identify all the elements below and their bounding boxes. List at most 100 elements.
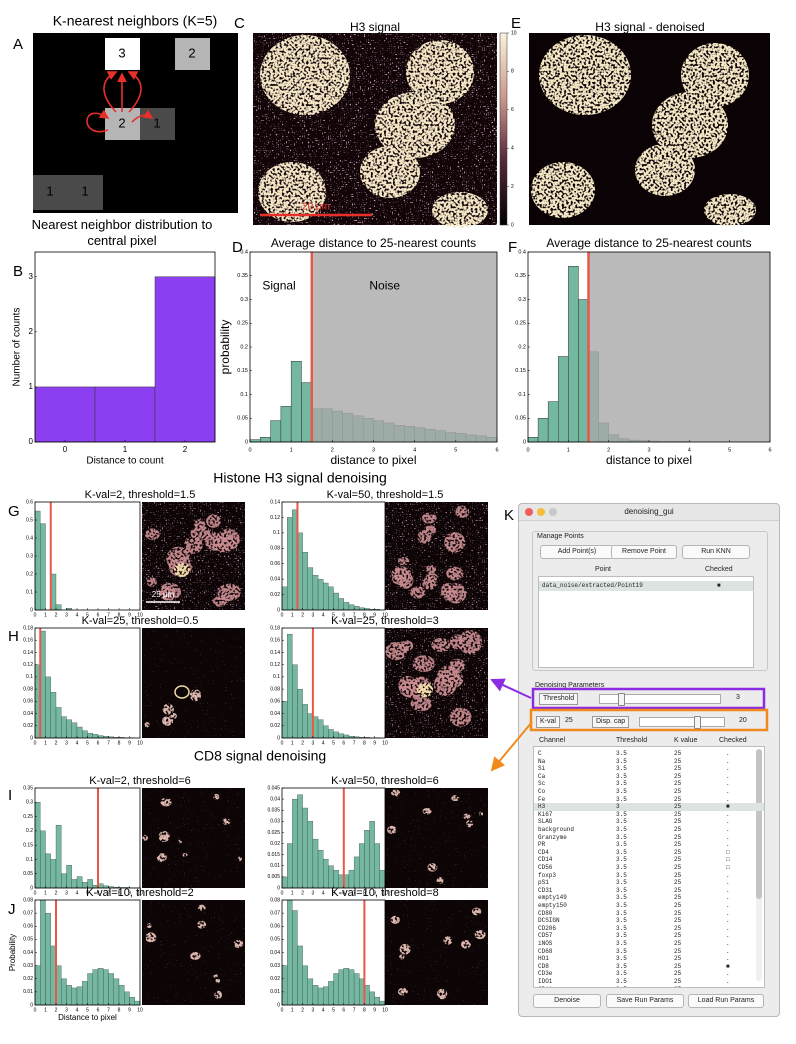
- x-tick-label: 5: [86, 890, 89, 896]
- y-tick-label: 0.08: [270, 686, 280, 692]
- scrollbar[interactable]: [756, 749, 762, 981]
- channel-row[interactable]: CD31 3.5 25.: [534, 887, 764, 895]
- channel-row[interactable]: DCSIGN 3.5 25.: [534, 917, 764, 925]
- zoom-button[interactable]: [549, 508, 557, 516]
- cell-blob: [410, 696, 432, 712]
- bar: [103, 969, 109, 1006]
- cell-label: 1: [153, 115, 160, 130]
- channel-row[interactable]: PR 3.5 25.: [534, 841, 764, 849]
- channel-row[interactable]: CD11c 3.5 25.: [534, 986, 764, 987]
- channel-row[interactable]: background 3.5 25.: [534, 826, 764, 834]
- channel-row[interactable]: CD8 3.5 25 ■: [534, 963, 764, 971]
- button[interactable]: Remove Point: [611, 545, 677, 559]
- slider-thumb[interactable]: [618, 693, 625, 706]
- kval-value[interactable]: 25: [565, 717, 573, 724]
- scroll-thumb[interactable]: [756, 749, 762, 899]
- channel-row[interactable]: H3 3 25 ■: [534, 803, 764, 812]
- point-row[interactable]: data_noise/extracted/Point19 ■: [539, 581, 753, 591]
- channel-row[interactable]: Si 3.5 25.: [534, 765, 764, 773]
- button[interactable]: Add Point(s): [540, 545, 614, 559]
- chart-title: K-val=25, threshold=3: [331, 615, 439, 627]
- channel-row[interactable]: pS1 3.5 25.: [534, 879, 764, 887]
- channel-row[interactable]: CD80 3.5 25.: [534, 910, 764, 918]
- channel-row[interactable]: empty150 3.5 25.: [534, 902, 764, 910]
- slider-thumb[interactable]: [694, 716, 701, 729]
- noise-region: [311, 252, 497, 442]
- channel-row[interactable]: Granzyme 3.5 25.: [534, 834, 764, 842]
- y-tick-label: 0.12: [23, 662, 33, 668]
- cell-blob: [431, 637, 451, 652]
- channel-row[interactable]: SLAG 3.5 25.: [534, 818, 764, 826]
- x-tick-label: 9: [373, 740, 376, 746]
- x-tick-label: 10: [382, 740, 388, 746]
- channel-row[interactable]: Ki67 3.5 25.: [534, 811, 764, 819]
- cell-blob: [397, 987, 408, 996]
- channel-row[interactable]: Co 3.5 25.: [534, 788, 764, 796]
- x-tick-label: 0: [526, 447, 529, 453]
- button[interactable]: Save Run Params: [606, 994, 684, 1008]
- close-button[interactable]: [525, 508, 533, 516]
- channel-k-value: 25: [674, 909, 682, 917]
- y-tick-label: 0.1: [273, 530, 280, 536]
- channel-row[interactable]: Fe 3.5 25.: [534, 796, 764, 804]
- cell-blob: [160, 797, 172, 807]
- channel-checked: ■: [726, 962, 730, 970]
- channel-row[interactable]: CD57 3.5 25.: [534, 932, 764, 940]
- channel-row[interactable]: Na 3.5 25.: [534, 758, 764, 766]
- channel-row[interactable]: HO1 3.5 25.: [534, 955, 764, 963]
- dispcap-slider[interactable]: [639, 716, 725, 729]
- channel-row[interactable]: CD14 3.5 25 □: [534, 856, 764, 864]
- channel-row[interactable]: CD68 3.5 25.: [534, 948, 764, 956]
- channel-row[interactable]: Ca 3.5 25.: [534, 773, 764, 781]
- x-tick-label: 5: [332, 890, 335, 896]
- channel-checked: ■: [726, 803, 730, 811]
- channel-row[interactable]: iNOS 3.5 25.: [534, 940, 764, 948]
- x-tick-label: 2: [607, 447, 610, 453]
- cell-blob: [189, 951, 201, 960]
- channel-checked: □: [726, 864, 730, 871]
- y-tick-label: 0: [30, 885, 33, 891]
- channel-checked: .: [726, 886, 730, 894]
- channel-row[interactable]: CD4 3.5 25 □: [534, 849, 764, 857]
- micrograph: [142, 900, 245, 1005]
- channel-row[interactable]: CD3e 3.5 25.: [534, 970, 764, 978]
- button[interactable]: Run KNN: [682, 545, 750, 559]
- channel-row[interactable]: Sc 3.5 25.: [534, 780, 764, 788]
- channel-row[interactable]: foxp3 3.5 25.: [534, 872, 764, 880]
- channel-row[interactable]: IDO1 3.5 25.: [534, 978, 764, 986]
- y-tick-label: 0.2: [518, 344, 526, 350]
- micrograph: [142, 788, 245, 888]
- channel-checked: .: [726, 947, 730, 955]
- cell-blob: [399, 943, 411, 955]
- x-axis-label: distance to pixel: [606, 453, 692, 467]
- bar: [369, 821, 375, 889]
- minimize-button[interactable]: [537, 508, 545, 516]
- channel-row[interactable]: CD206 3.5 25.: [534, 925, 764, 933]
- x-tick-label: 6: [342, 740, 345, 746]
- button[interactable]: Denoise: [533, 994, 601, 1008]
- grid-title: K-nearest neighbors (K=5): [53, 13, 218, 29]
- cell-blob: [170, 712, 177, 720]
- bar: [328, 586, 334, 611]
- cell-blob: [233, 939, 244, 949]
- button[interactable]: Load Run Params: [688, 994, 764, 1008]
- x-tick-label: 5: [454, 447, 457, 453]
- bar: [302, 704, 308, 739]
- x-tick-label: 0: [34, 1007, 37, 1013]
- x-tick-label: 0: [281, 612, 284, 618]
- bar: [154, 276, 216, 443]
- channel-row[interactable]: CD56 3.5 25 □: [534, 864, 764, 872]
- x-tick-label: 8: [118, 612, 121, 618]
- channel-row[interactable]: empty149 3.5 25.: [534, 894, 764, 902]
- channel-threshold: 3.5: [616, 886, 627, 894]
- threshold-slider[interactable]: [599, 693, 721, 706]
- channel-row[interactable]: C 3.5 25.: [534, 750, 764, 758]
- channel-channel: HO1: [538, 955, 549, 963]
- y-tick-label: 0.035: [267, 808, 280, 814]
- y-tick-label: 0.02: [270, 723, 280, 729]
- cell-blob: [206, 514, 221, 528]
- bar: [50, 859, 57, 889]
- channel-channel: DCSIGN: [538, 917, 560, 925]
- cell-blob: [433, 673, 457, 697]
